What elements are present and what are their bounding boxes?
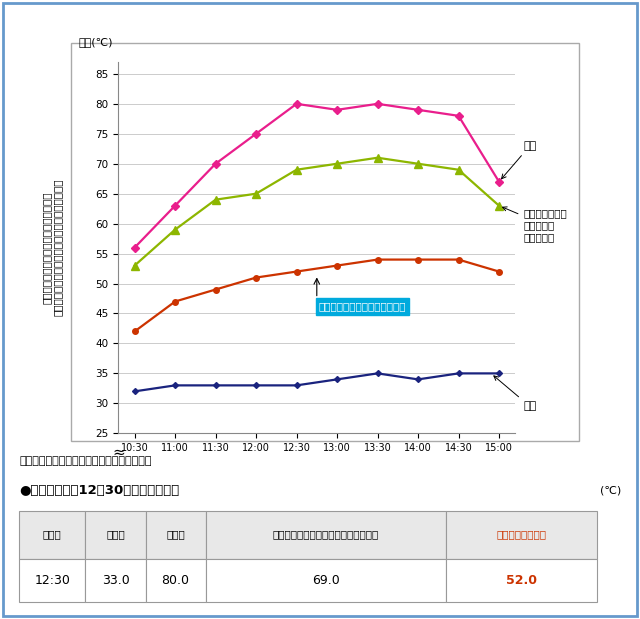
Bar — [205, 558, 446, 602]
Text: カーポートで使用した場合の温度測定（参考）: カーポートで使用した場合の温度測定（参考） — [16, 18, 263, 37]
Text: (℃): (℃) — [600, 485, 621, 496]
Bar — [145, 558, 205, 602]
Text: 熱線カットタイプ（ブロンズ）: 熱線カットタイプ（ブロンズ） — [319, 301, 406, 311]
Text: 12:30: 12:30 — [35, 574, 70, 587]
FancyBboxPatch shape — [71, 43, 579, 441]
Text: 33.0: 33.0 — [102, 574, 129, 587]
Bar — [446, 511, 596, 558]
Text: 52.0: 52.0 — [506, 574, 537, 587]
Bar — [19, 511, 85, 558]
Text: ポリカナミイタ一般タイプ（クリア）: ポリカナミイタ一般タイプ（クリア） — [273, 530, 379, 540]
Text: 気　温: 気 温 — [106, 530, 125, 540]
Bar — [85, 511, 145, 558]
Text: ≈: ≈ — [112, 444, 125, 459]
Bar — [205, 511, 446, 558]
Bar — [19, 558, 85, 602]
Bar — [85, 558, 145, 602]
Text: 露　天: 露 天 — [166, 530, 185, 540]
Text: 時　間: 時 間 — [43, 530, 61, 540]
Text: 数値は参考値であり保証値ではありません。: 数値は参考値であり保証値ではありません。 — [19, 456, 152, 466]
Text: 露天: 露天 — [502, 141, 536, 179]
Text: 温度(℃): 温度(℃) — [79, 37, 113, 47]
Text: 80.0: 80.0 — [162, 574, 189, 587]
Bar — [145, 511, 205, 558]
Bar — [446, 558, 596, 602]
Text: 69.0: 69.0 — [312, 574, 340, 587]
Text: ●最大温度差（12時30分の測定結果）: ●最大温度差（12時30分の測定結果） — [19, 484, 179, 497]
Text: 気温: 気温 — [494, 376, 536, 412]
Text: ポリカナミイタ「熱線カットタイプ」の
カーポートでの試験（ダッシュボード温度変化）: ポリカナミイタ「熱線カットタイプ」の カーポートでの試験（ダッシュボード温度変化… — [42, 179, 63, 316]
Text: ポリカナミイタ
一般タイプ
（クリア）: ポリカナミイタ 一般タイプ （クリア） — [502, 207, 567, 242]
Text: 熱線カットタイプ: 熱線カットタイプ — [497, 530, 547, 540]
